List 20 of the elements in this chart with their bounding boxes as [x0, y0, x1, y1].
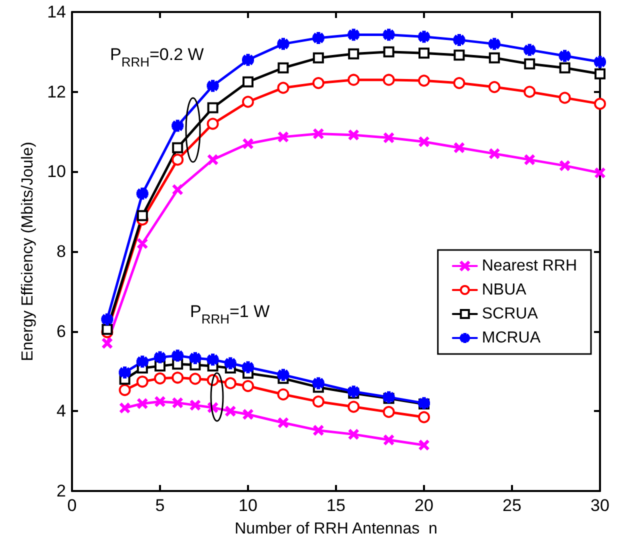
y-tick-label: 12 [47, 82, 66, 102]
x-tick-label: 20 [414, 496, 434, 515]
x-tick-label: 0 [67, 496, 77, 515]
y-tick-label: 14 [47, 2, 66, 22]
legend-label: SCRUA [482, 306, 538, 322]
y-tick-label: 2 [56, 482, 66, 500]
x-tick-label: 5 [155, 496, 165, 515]
x-tick-label: 15 [326, 496, 346, 515]
y-tick-label: 8 [56, 242, 66, 261]
y-tick-label: 10 [47, 162, 66, 182]
legend-label: NBUA [482, 282, 527, 298]
legend-label: MCRUA [482, 330, 541, 346]
x-tick-label: 30 [590, 496, 610, 515]
y-tick-label: 6 [56, 322, 66, 341]
legend-label: Nearest RRH [482, 258, 578, 274]
y-tick-label: 4 [56, 402, 66, 421]
x-tick-label: 10 [238, 496, 258, 515]
y-axis-title: Energy Efficiency (Mbits/Joule) [20, 142, 36, 362]
x-axis-title: Number of RRH Antennas n [234, 520, 438, 538]
x-tick-label: 25 [502, 496, 522, 515]
